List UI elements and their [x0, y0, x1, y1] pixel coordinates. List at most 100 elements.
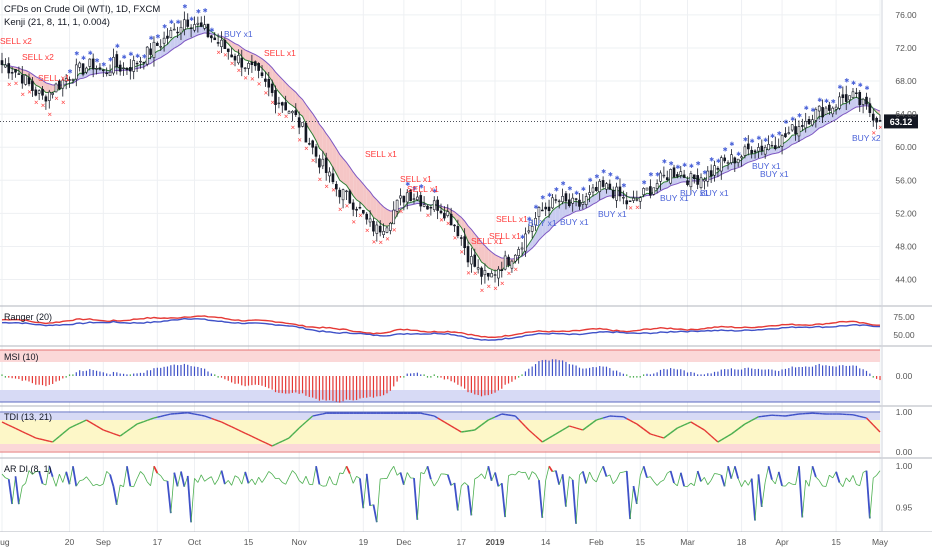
buy-marker: ✱ — [88, 50, 93, 57]
candle-body — [180, 27, 182, 33]
tdi-label: TDI (13, 21) — [4, 412, 52, 422]
candle-body — [153, 42, 155, 57]
candle-body — [241, 58, 243, 67]
candle-body — [612, 190, 614, 197]
sell-marker: ✕ — [277, 112, 282, 118]
buy-marker: ✱ — [864, 85, 869, 92]
candle-body — [440, 211, 442, 213]
sell-marker: ✕ — [216, 50, 221, 56]
candle-body — [133, 60, 135, 71]
sell-marker: ✕ — [459, 250, 464, 256]
sell-marker: ✕ — [398, 209, 403, 215]
candle-body — [342, 190, 344, 200]
buy-marker: ✱ — [594, 174, 599, 181]
x-tick-label: Aug — [0, 537, 10, 547]
buy-marker: ✱ — [844, 78, 849, 85]
tdi-line-segment — [856, 416, 859, 417]
candle-body — [379, 226, 381, 232]
candle-body — [129, 67, 131, 71]
tdi-line-segment — [154, 417, 157, 418]
candle-body — [521, 248, 523, 249]
candle-body — [102, 70, 104, 71]
candle-body — [801, 125, 803, 126]
ardi-label: AR DI (8, 1) — [4, 464, 52, 474]
candle-body — [636, 200, 638, 201]
candle-body — [508, 257, 510, 265]
tdi-line-segment — [789, 415, 792, 416]
candle-body — [565, 194, 567, 201]
tdi-line-segment — [198, 415, 201, 416]
sell-marker: ✕ — [439, 218, 444, 224]
buy-marker: ✱ — [567, 185, 572, 192]
candle-body — [774, 146, 776, 149]
sell-marker: ✕ — [61, 101, 66, 107]
candle-body — [545, 207, 547, 209]
candle-body — [700, 178, 702, 188]
tdi-tick: 1.00 — [896, 407, 913, 417]
buy-marker: ✱ — [101, 61, 106, 68]
candle-body — [798, 127, 800, 136]
sell-signal-label: SELL x1 — [496, 214, 528, 224]
candle-body — [795, 127, 797, 134]
candle-body — [670, 169, 672, 183]
candle-body — [403, 196, 405, 202]
candle-body — [595, 187, 597, 190]
candle-body — [811, 120, 813, 125]
candle-body — [119, 65, 121, 71]
tdi-line-segment — [323, 413, 326, 414]
candle-body — [312, 141, 314, 147]
sell-marker: ✕ — [331, 188, 336, 194]
candle-body — [72, 79, 74, 80]
sell-marker: ✕ — [453, 236, 458, 242]
tdi-line-segment — [188, 413, 191, 414]
candle-body — [126, 68, 128, 70]
candle-body — [609, 184, 611, 189]
tdi-line-segment — [863, 417, 866, 418]
candle-body — [757, 147, 759, 151]
candle-body — [116, 54, 118, 66]
candle-body — [828, 105, 830, 110]
sell-marker: ✕ — [304, 146, 309, 152]
candle-body — [751, 150, 753, 153]
buy-marker: ✱ — [743, 136, 748, 143]
sell-marker: ✕ — [27, 90, 32, 96]
candle-body — [156, 43, 158, 45]
candle-body — [822, 107, 824, 117]
sell-marker: ✕ — [473, 271, 478, 277]
candle-body — [626, 201, 628, 204]
tdi-line-segment — [164, 415, 167, 416]
candle-body — [295, 111, 297, 115]
buy-marker: ✱ — [716, 158, 721, 165]
sell-marker: ✕ — [385, 237, 390, 243]
buy-marker: ✱ — [783, 119, 788, 126]
buy-marker: ✱ — [115, 43, 120, 50]
candle-body — [231, 55, 233, 57]
buy-marker: ✱ — [122, 54, 127, 61]
candle-body — [464, 237, 466, 248]
tdi-line-segment — [792, 415, 795, 416]
candle-body — [55, 84, 57, 92]
candle-body — [730, 155, 732, 163]
sell-marker: ✕ — [263, 91, 268, 97]
buy-marker: ✱ — [797, 112, 802, 119]
sell-signal-label: SELL x1 — [400, 174, 432, 184]
tdi-line-segment — [603, 417, 606, 418]
candle-body — [339, 190, 341, 197]
x-tick-label: 2019 — [486, 537, 505, 547]
x-tick-label: Feb — [589, 537, 604, 547]
candle-body — [305, 123, 307, 142]
candle-body — [291, 111, 293, 112]
candle-body — [484, 270, 486, 274]
candle-body — [376, 225, 378, 234]
candle-body — [838, 97, 840, 108]
x-axis-background — [0, 532, 932, 550]
candle-body — [278, 103, 280, 104]
candle-body — [697, 175, 699, 184]
candle-body — [541, 210, 543, 211]
sell-marker: ✕ — [311, 158, 316, 164]
sell-marker: ✕ — [493, 287, 498, 293]
candle-body — [75, 65, 77, 79]
candle-body — [622, 197, 624, 198]
candle-body — [329, 172, 331, 176]
buy-signal-label: BUY x1 — [224, 29, 253, 39]
